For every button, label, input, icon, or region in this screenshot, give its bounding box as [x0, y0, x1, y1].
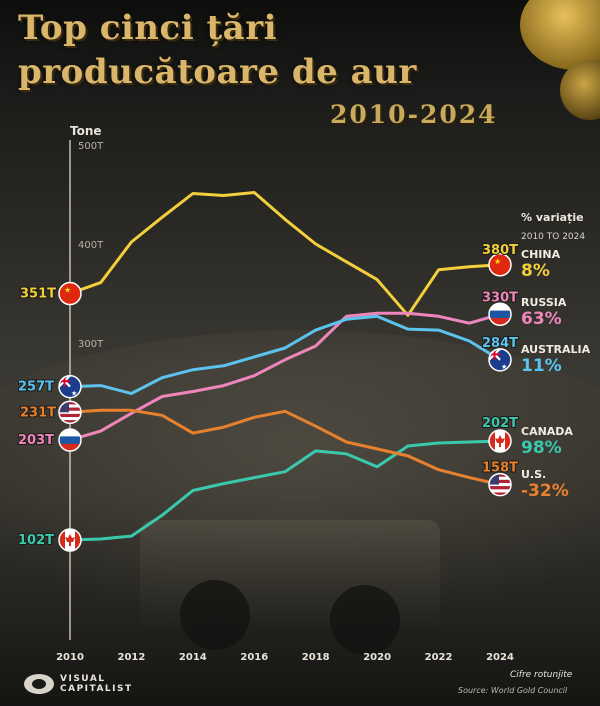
russia-flag-icon — [58, 428, 82, 452]
series-line-china — [68, 191, 502, 317]
end-value-label-us: 158T — [482, 461, 518, 476]
x-tick-label: 2010 — [56, 652, 84, 663]
series-line-russia — [68, 311, 502, 442]
change-value-australia: 11% — [521, 356, 562, 376]
x-tick-label: 2024 — [486, 652, 514, 663]
chart-title-line-2: producătoare de aur — [18, 52, 417, 92]
change-period-label: 2010 TO 2024 — [521, 232, 586, 242]
y-axis-label: Tone — [70, 124, 102, 138]
start-value-label-us: 231T — [20, 405, 56, 420]
start-value-label-australia: 257T — [18, 380, 54, 395]
end-value-label-australia: 284T — [482, 336, 518, 351]
chart-title-line-1: Top cinci țări — [18, 8, 278, 48]
svg-text:★: ★ — [71, 390, 77, 398]
x-tick-label: 2018 — [302, 652, 330, 663]
start-value-label-russia: 203T — [18, 433, 54, 448]
source-note: Source: World Gold Council — [458, 686, 568, 695]
change-value-us: -32% — [521, 481, 569, 501]
end-value-label-canada: 202T — [482, 416, 518, 431]
truck-wheel-decoration — [330, 585, 400, 655]
end-value-label-russia: 330T — [482, 290, 518, 305]
y-tick-label: 400T — [78, 240, 104, 251]
canada-flag-icon — [488, 429, 512, 453]
x-tick-label: 2022 — [425, 652, 453, 663]
change-value-china: 8% — [521, 261, 550, 281]
svg-text:★: ★ — [501, 363, 507, 371]
truck-wheel-decoration — [180, 580, 250, 650]
logo-text-line-2: CAPITALIST — [60, 684, 133, 694]
legend-name-china: CHINA — [521, 248, 561, 261]
china-flag-icon: ★ — [58, 281, 82, 306]
svg-text:★: ★ — [494, 257, 501, 266]
series-line-australia — [68, 314, 502, 395]
gold-nugget-decoration — [560, 60, 600, 120]
canada-flag-icon — [58, 528, 82, 552]
legend-name-us: U.S. — [521, 468, 547, 481]
russia-flag-icon — [488, 302, 512, 327]
x-tick-label: 2012 — [118, 652, 146, 663]
footnote: Cifre rotunjite — [510, 670, 573, 680]
series-line-canada — [68, 439, 502, 542]
visual-capitalist-logo: VISUAL CAPITALIST — [24, 674, 140, 694]
x-tick-label: 2016 — [240, 652, 268, 663]
change-column-header: % variație — [521, 211, 584, 224]
australia-flag-icon: ★ — [488, 348, 512, 372]
china-flag-icon: ★ — [488, 253, 512, 277]
y-tick-label: 500T — [78, 141, 104, 152]
y-tick-label: 300T — [78, 339, 104, 350]
chart-subtitle: 2010-2024 — [330, 100, 498, 129]
end-value-label-china: 380T — [482, 243, 518, 258]
us-flag-icon — [488, 472, 512, 497]
us-flag-icon — [58, 400, 82, 425]
x-tick-label: 2014 — [179, 652, 207, 663]
legend-name-australia: AUSTRALIA — [521, 343, 591, 356]
legend-name-canada: CANADA — [521, 425, 573, 438]
start-value-label-china: 351T — [20, 287, 56, 302]
visual-capitalist-logo-icon — [24, 674, 54, 694]
start-value-label-canada: 102T — [18, 533, 54, 548]
x-tick-label: 2020 — [363, 652, 391, 663]
svg-text:★: ★ — [64, 286, 71, 295]
australia-flag-icon: ★ — [58, 374, 82, 399]
logo-text-line-1: VISUAL — [60, 674, 106, 684]
legend-name-russia: RUSSIA — [521, 296, 567, 309]
series-line-us — [68, 408, 502, 487]
change-value-russia: 63% — [521, 309, 562, 329]
change-value-canada: 98% — [521, 438, 562, 458]
